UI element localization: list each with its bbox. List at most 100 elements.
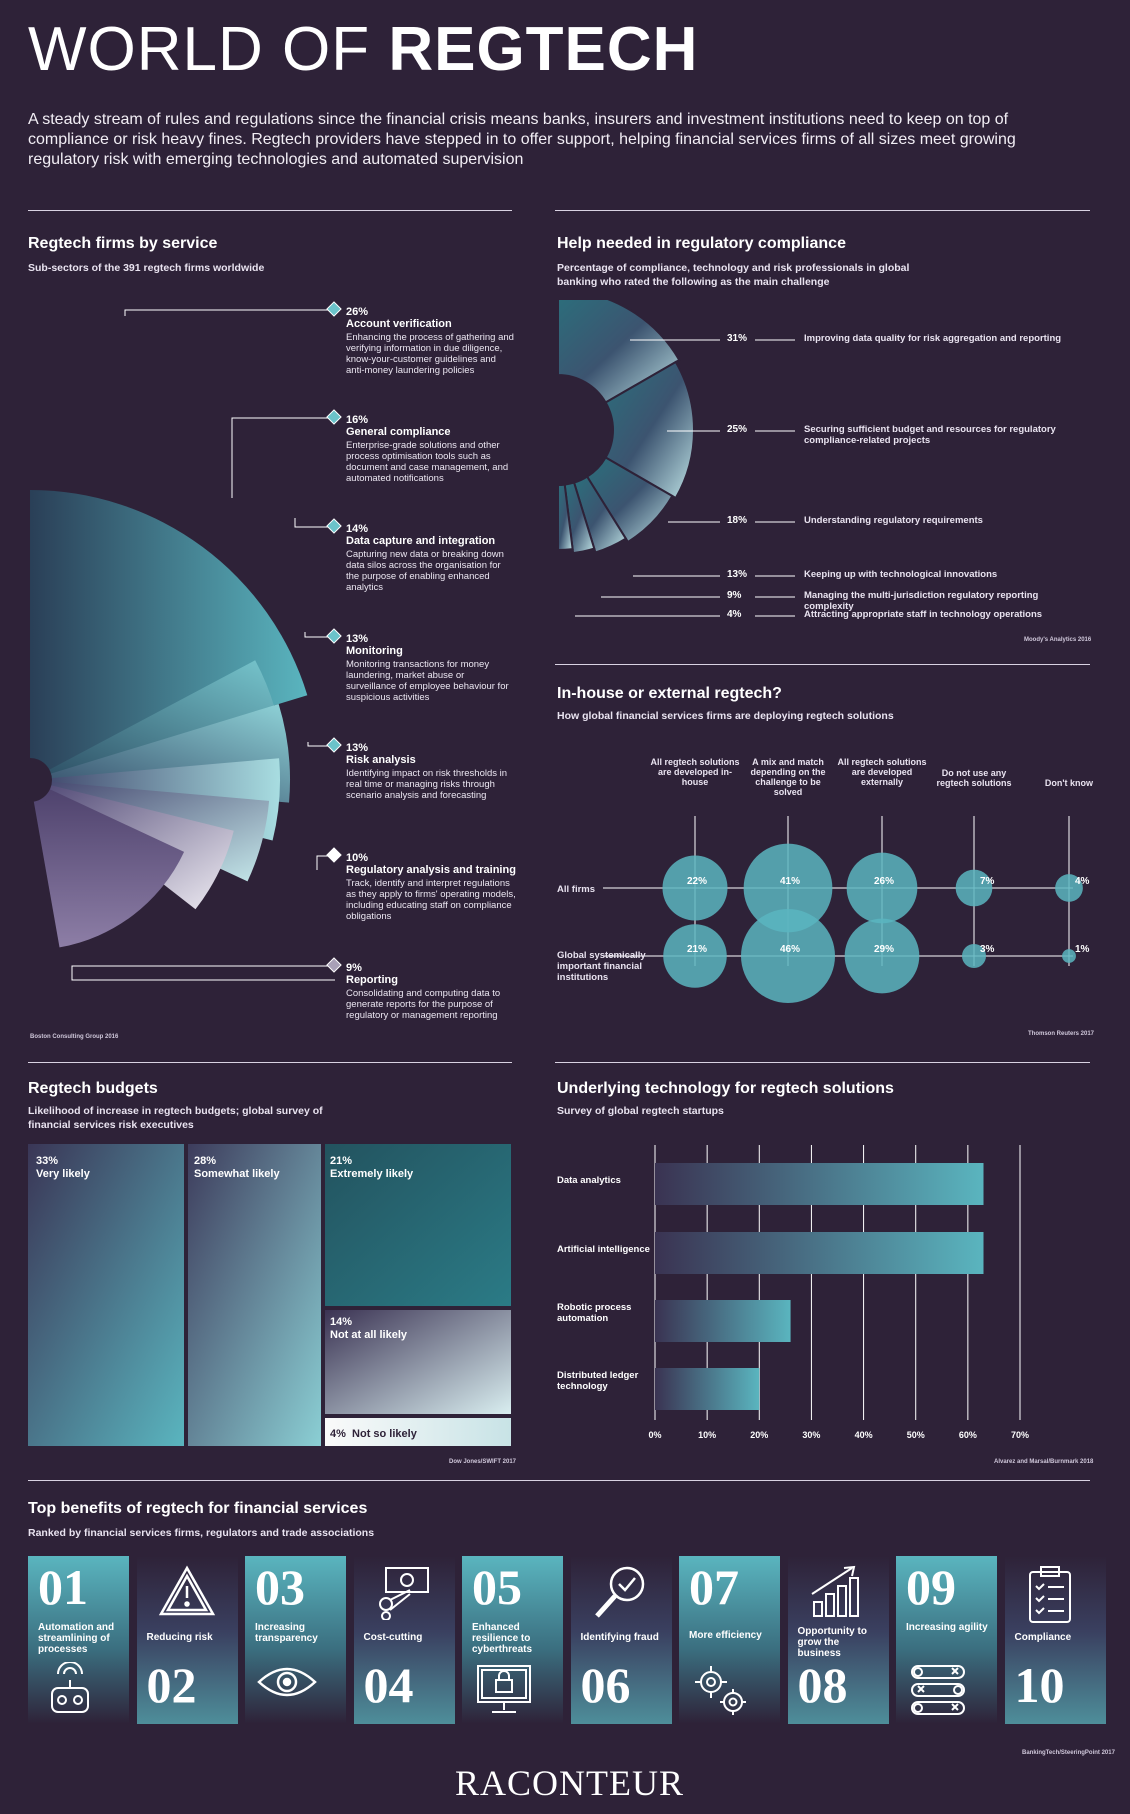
inhouse-column-label: Do not use any regtech solutions: [936, 768, 1012, 788]
budget-label-extremely: 21% Extremely likely: [330, 1155, 414, 1180]
budgets-treemap: [28, 1144, 511, 1446]
budget-block-extremely: [325, 1144, 511, 1306]
services-source: Boston Consulting Group 2016: [30, 1034, 119, 1040]
inhouse-subtitle: How global financial services firms are …: [557, 710, 894, 722]
benefit-number: 01: [38, 1559, 88, 1615]
service-pct: 13%: [346, 742, 369, 754]
service-pct: 26%: [346, 306, 369, 318]
inhouse-bubble: [663, 924, 727, 988]
fan-hub: [8, 758, 52, 802]
inhouse-bubble: [743, 843, 833, 933]
help-pct: 9%: [727, 590, 742, 601]
x-tick-label: 10%: [698, 1430, 716, 1440]
benefits-title: Top benefits of regtech for financial se…: [28, 1500, 368, 1517]
benefit-card: 01 Automation and streamlining of process…: [28, 1556, 129, 1724]
service-name: Reporting: [346, 974, 398, 986]
service-name: Monitoring: [346, 645, 403, 657]
service-item: 26% Account verification Enhancing the pro…: [346, 306, 516, 376]
service-item: 14% Data capture and integration Capturing…: [346, 523, 516, 593]
inhouse-value: 29%: [874, 944, 894, 955]
service-pct: 10%: [346, 852, 369, 864]
help-pct: 25%: [727, 424, 748, 435]
service-desc: Enhancing the process of gathering and v…: [346, 332, 514, 376]
tech-bar: [655, 1368, 760, 1410]
help-pct: 4%: [727, 609, 742, 620]
title-bold: REGTECH: [388, 15, 699, 84]
benefit-label: Cost-cutting: [363, 1632, 423, 1643]
help-arc-segment: [557, 483, 574, 552]
inhouse-value: 41%: [780, 876, 800, 887]
benefits-subtitle: Ranked by financial services firms, regu…: [28, 1527, 375, 1539]
budget-block-not-at-all: [325, 1310, 511, 1414]
service-desc: Monitoring transactions for money launde…: [346, 659, 509, 703]
benefit-card: 07 More efficiency: [679, 1556, 780, 1724]
divider: [555, 210, 1090, 211]
service-marker: [326, 409, 342, 425]
help-arc-segment: [604, 360, 695, 500]
benefit-number: 06: [580, 1657, 631, 1713]
inhouse-bubble: [846, 852, 918, 924]
inhouse-bubble: [1062, 949, 1076, 963]
help-label: Keeping up with technological innovation…: [804, 569, 998, 580]
tech-source: Alvarez and Marsal/Burnmark 2018: [994, 1459, 1094, 1465]
intro-text: A steady stream of rules and regulations…: [28, 111, 1016, 168]
help-source: Moody's Analytics 2016: [1024, 637, 1092, 643]
service-name: Account verification: [346, 318, 452, 330]
inhouse-bubble: [662, 855, 728, 921]
service-pct: 13%: [346, 633, 369, 645]
benefit-label: Increasing agility: [906, 1622, 988, 1633]
inhouse-value: 46%: [780, 944, 800, 955]
divider: [28, 1062, 512, 1063]
benefit-label: Enhanced resilience to cyberthreats: [472, 1622, 533, 1655]
inhouse-value: 3%: [980, 944, 995, 955]
clipboard-icon: [1025, 1564, 1075, 1629]
service-marker: [326, 301, 342, 317]
money-icon: [374, 1564, 434, 1625]
service-marker: [326, 628, 342, 644]
benefit-card: 06 Identifying fraud: [570, 1556, 672, 1724]
title-light: WORLD OF: [28, 15, 389, 84]
eye-icon: [257, 1662, 317, 1707]
inhouse-value: 4%: [1075, 876, 1090, 887]
x-tick-label: 60%: [959, 1430, 977, 1440]
inhouse-column-label: A mix and match depending on the challen…: [750, 757, 826, 797]
benefit-card: 09 Increasing agility: [896, 1556, 997, 1724]
services-subtitle: Sub-sectors of the 391 regtech firms wor…: [28, 262, 265, 274]
benefit-number: 04: [363, 1657, 414, 1713]
benefit-label: More efficiency: [689, 1630, 762, 1641]
benefit-number: 10: [1014, 1657, 1065, 1713]
help-title: Help needed in regulatory compliance: [557, 235, 846, 252]
service-leader: [307, 742, 335, 747]
inhouse-value: 22%: [687, 876, 707, 887]
x-tick-label: 70%: [1011, 1430, 1029, 1440]
service-marker: [326, 957, 342, 973]
help-subtitle: Percentage of compliance, technology and…: [557, 262, 910, 288]
service-item: 10% Regulatory analysis and training Track…: [346, 852, 516, 922]
service-desc: Enterprise-grade solutions and other pro…: [346, 440, 509, 484]
tech-bar: [655, 1232, 984, 1274]
budget-label-not-at-all: 14% Not at all likely: [330, 1316, 408, 1341]
row-label-all: All firms: [557, 884, 596, 895]
lock-screen-icon: [474, 1662, 534, 1723]
inhouse-bubble: [740, 908, 836, 1004]
service-wedge: [30, 780, 185, 948]
service-item: 13% Risk analysis Identifying impact on ri…: [346, 742, 516, 801]
service-pct: 9%: [346, 962, 362, 974]
inhouse-column-label: Don't know: [1044, 778, 1094, 788]
benefit-label: Identifying fraud: [580, 1632, 659, 1643]
benefit-card: 10 Compliance: [1004, 1556, 1106, 1724]
service-name: Data capture and integration: [346, 535, 496, 547]
help-label: Understanding regulatory requirements: [804, 515, 983, 526]
benefit-label: Automation and streamlining of processes: [38, 1622, 115, 1655]
service-leader: [294, 518, 335, 528]
inhouse-bubble-chart: 22% 41% 26% 7% 4% 21% 46% 29% 3% 1%: [603, 816, 1090, 1004]
gears-icon: [691, 1662, 751, 1723]
service-item: 16% General compliance Enterprise-grade so…: [346, 414, 516, 484]
warning-icon: [157, 1564, 217, 1625]
inhouse-title: In-house or external regtech?: [557, 685, 782, 702]
row-label-gsifi: Global systemically important financial …: [557, 950, 646, 983]
inhouse-value: 26%: [874, 876, 894, 887]
service-marker: [326, 518, 342, 534]
benefit-label: Reducing risk: [146, 1632, 213, 1643]
budget-block-somewhat: [188, 1144, 321, 1446]
